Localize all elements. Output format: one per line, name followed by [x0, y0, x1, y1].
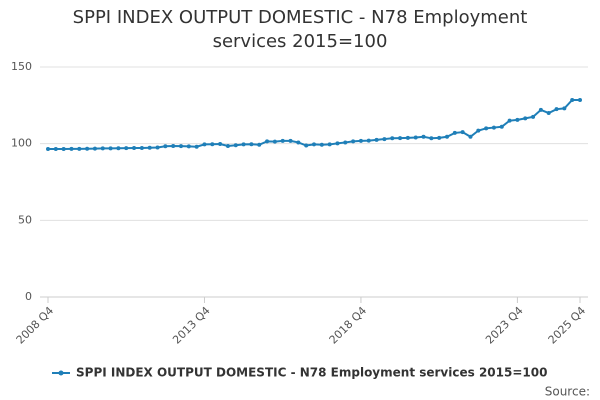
point	[460, 130, 465, 135]
point	[171, 143, 176, 148]
point	[421, 134, 426, 139]
point	[546, 111, 551, 115]
point	[92, 146, 97, 151]
point	[578, 97, 582, 102]
point	[327, 142, 332, 147]
x-tick-label: 2023 Q4	[483, 304, 526, 347]
point	[100, 146, 105, 151]
point	[194, 144, 199, 149]
legend-label: SPPI INDEX OUTPUT DOMESTIC - N78 Employm…	[76, 366, 547, 380]
point	[468, 134, 473, 139]
point	[429, 136, 434, 141]
point	[218, 141, 223, 146]
point	[225, 143, 230, 148]
point	[366, 138, 371, 143]
point	[531, 114, 536, 119]
point	[515, 117, 520, 122]
source: Source:	[545, 385, 590, 399]
point	[382, 137, 387, 142]
point	[523, 116, 528, 121]
point	[343, 140, 348, 145]
point	[398, 136, 403, 141]
point	[554, 107, 559, 112]
point	[476, 128, 481, 133]
x-tick-label: 2018 Q4	[327, 304, 370, 347]
point	[319, 142, 324, 147]
y-tick-label: 100	[11, 137, 32, 150]
chart-title: SPPI INDEX OUTPUT DOMESTIC - N78 Employm…	[72, 7, 528, 52]
point	[452, 130, 457, 135]
point	[163, 144, 168, 149]
point	[233, 143, 238, 148]
point	[374, 137, 379, 142]
x-tick-label: 2025 Q4	[546, 304, 589, 347]
point	[108, 146, 113, 151]
point	[249, 142, 254, 147]
point	[155, 145, 160, 150]
point	[288, 138, 293, 143]
point	[241, 142, 246, 147]
point	[570, 97, 575, 102]
point	[335, 141, 340, 146]
point	[77, 146, 82, 151]
point	[210, 142, 215, 147]
point	[390, 136, 395, 141]
point	[257, 142, 262, 147]
x-tick-label: 2013 Q4	[170, 304, 213, 347]
y-tick-label: 150	[11, 60, 32, 73]
point	[484, 126, 489, 131]
point	[280, 138, 285, 143]
legend-marker	[58, 370, 64, 376]
point	[562, 106, 567, 111]
point	[538, 107, 543, 112]
point	[405, 135, 410, 140]
point	[147, 145, 152, 150]
point	[124, 146, 129, 151]
point	[46, 147, 50, 152]
series-line	[48, 98, 580, 151]
point	[491, 125, 496, 130]
x-tick-label: 2008 Q4	[14, 304, 57, 347]
point	[179, 144, 183, 149]
point	[296, 140, 301, 145]
point	[139, 145, 144, 150]
point	[132, 145, 137, 150]
point	[304, 143, 309, 148]
point	[186, 144, 191, 149]
point	[53, 147, 58, 152]
point	[358, 138, 363, 143]
point	[437, 135, 442, 140]
point	[69, 146, 74, 151]
y-tick-label: 50	[18, 213, 32, 226]
point	[265, 139, 270, 144]
point	[61, 147, 66, 152]
point	[499, 124, 504, 129]
point	[312, 142, 316, 147]
point	[445, 134, 449, 139]
point	[116, 146, 121, 151]
point	[85, 146, 90, 151]
point	[507, 118, 512, 123]
point	[272, 139, 277, 144]
y-tick-label: 0	[25, 290, 32, 303]
point	[351, 139, 356, 144]
point	[202, 142, 207, 147]
point	[413, 135, 418, 140]
